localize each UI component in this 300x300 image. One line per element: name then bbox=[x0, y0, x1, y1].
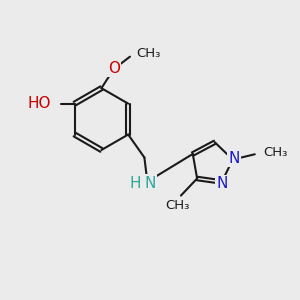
Text: N: N bbox=[216, 176, 227, 191]
Text: HO: HO bbox=[28, 96, 51, 111]
Text: CH₃: CH₃ bbox=[165, 199, 190, 212]
Text: CH₃: CH₃ bbox=[263, 146, 287, 159]
Text: O: O bbox=[108, 61, 120, 76]
Text: H: H bbox=[129, 176, 141, 190]
Text: N: N bbox=[145, 176, 156, 190]
Text: N: N bbox=[229, 151, 240, 166]
Text: CH₃: CH₃ bbox=[136, 47, 161, 60]
